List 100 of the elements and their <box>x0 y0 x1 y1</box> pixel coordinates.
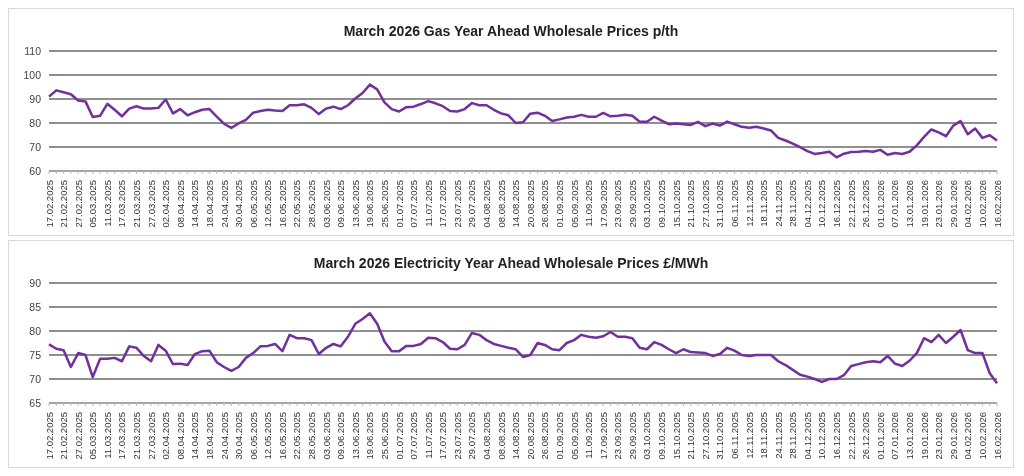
x-tick-label: 21.03.2025 <box>131 180 143 228</box>
x-tick-label: 27.03.2025 <box>145 412 157 460</box>
x-tick-label: 26.08.2025 <box>539 180 551 228</box>
x-tick-label: 15.10.2025 <box>670 180 682 228</box>
x-tick-label: 23.07.2025 <box>451 412 463 460</box>
x-tick-label: 01.01.2026 <box>874 412 886 460</box>
x-tick-label: 10.12.2025 <box>816 180 828 228</box>
x-tick-label: 29.09.2025 <box>626 180 638 228</box>
x-tick-label: 06.05.2025 <box>247 412 259 460</box>
y-tick-label: 80 <box>29 116 42 129</box>
x-tick-label: 08.08.2025 <box>495 412 507 460</box>
y-tick-label: 70 <box>29 140 42 153</box>
x-tick-label: 04.02.2026 <box>962 412 974 460</box>
x-tick-label: 07.07.2025 <box>408 412 420 460</box>
x-tick-label: 09.10.2025 <box>656 412 668 460</box>
x-tick-label: 18.04.2025 <box>203 412 215 460</box>
x-tick-label: 21.02.2025 <box>58 180 70 228</box>
x-tick-label: 13.06.2025 <box>349 180 361 228</box>
x-tick-label: 16.02.2026 <box>991 412 1003 460</box>
x-tick-label: 05.09.2025 <box>568 412 580 460</box>
x-tick-label: 17.09.2025 <box>597 412 609 460</box>
x-tick-label: 16.05.2025 <box>276 412 288 460</box>
x-tick-label: 10.02.2026 <box>976 412 988 460</box>
line-series <box>47 311 999 385</box>
y-tick-label: 65 <box>29 396 42 409</box>
x-tick-label: 29.01.2026 <box>947 180 959 228</box>
x-tick-label: 30.04.2025 <box>233 180 245 228</box>
x-tick-label: 28.11.2025 <box>787 412 799 459</box>
x-tick-label: 02.04.2025 <box>160 412 172 460</box>
x-tick-label: 29.07.2025 <box>466 412 478 460</box>
x-tick-label: 14.08.2025 <box>510 180 522 228</box>
x-tick-label: 18.11.2025 <box>758 412 770 459</box>
x-tick-label: 03.10.2025 <box>641 180 653 228</box>
x-tick-label: 16.12.2025 <box>831 180 843 228</box>
x-tick-label: 17.03.2025 <box>116 412 128 460</box>
x-tick-label: 11.07.2025 <box>422 180 434 227</box>
x-tick-label: 12.05.2025 <box>262 180 274 228</box>
x-tick-label: 24.04.2025 <box>218 180 230 228</box>
x-tick-label: 29.09.2025 <box>626 412 638 460</box>
x-tick-label: 06.11.2025 <box>728 180 740 227</box>
x-tick-label: 23.09.2025 <box>612 412 624 460</box>
x-tick-label: 11.03.2025 <box>101 412 113 459</box>
x-tick-label: 10.02.2026 <box>976 180 988 228</box>
x-tick-label: 04.12.2025 <box>801 180 813 228</box>
x-tick-label: 27.10.2025 <box>699 412 711 460</box>
x-tick-label: 01.01.2026 <box>874 180 886 228</box>
x-tick-label: 17.07.2025 <box>437 180 449 228</box>
y-tick-label: 60 <box>29 164 42 177</box>
y-tick-label: 70 <box>29 372 42 385</box>
y-tick-label: 110 <box>24 44 42 57</box>
x-tick-label: 08.04.2025 <box>174 180 186 228</box>
x-tick-label: 17.02.2025 <box>43 412 55 460</box>
chart-title: March 2026 Gas Year Ahead Wholesale Prices p/th <box>342 22 680 41</box>
x-tick-label: 20.08.2025 <box>524 180 536 228</box>
x-tick-label: 02.04.2025 <box>160 180 172 228</box>
x-tick-label: 04.12.2025 <box>801 412 813 460</box>
x-tick-label: 08.04.2025 <box>174 412 186 460</box>
x-tick-label: 11.03.2025 <box>101 180 113 227</box>
x-tick-label: 24.11.2025 <box>772 412 784 459</box>
x-tick-label: 28.05.2025 <box>306 180 318 228</box>
x-tick-label: 09.10.2025 <box>656 180 668 228</box>
x-tick-label: 25.06.2025 <box>378 180 390 228</box>
x-tick-label: 14.04.2025 <box>189 180 201 228</box>
x-tick-label: 21.02.2025 <box>58 412 70 460</box>
x-tick-label: 19.01.2026 <box>918 180 930 228</box>
x-tick-label: 14.04.2025 <box>189 412 201 460</box>
x-tick-label: 13.01.2026 <box>903 180 915 228</box>
x-tick-label: 23.07.2025 <box>451 180 463 228</box>
x-tick-label: 24.04.2025 <box>218 412 230 460</box>
x-tick-label: 22.05.2025 <box>291 180 303 228</box>
x-tick-label: 22.05.2025 <box>291 412 303 460</box>
x-tick-label: 12.05.2025 <box>262 412 274 460</box>
x-tick-label: 26.12.2025 <box>860 180 872 228</box>
x-tick-label: 19.06.2025 <box>364 412 376 460</box>
y-tick-label: 90 <box>29 92 42 105</box>
x-tick-label: 17.07.2025 <box>437 412 449 460</box>
x-tick-label: 20.08.2025 <box>524 412 536 460</box>
y-tick-label: 75 <box>29 348 42 361</box>
x-tick-label: 19.01.2026 <box>918 412 930 460</box>
x-tick-label: 06.11.2025 <box>728 412 740 459</box>
x-tick-label: 21.10.2025 <box>685 180 697 228</box>
y-tick-label: 90 <box>29 276 42 289</box>
y-tick-label: 80 <box>29 324 42 337</box>
x-tick-label: 10.12.2025 <box>816 412 828 460</box>
x-tick-label: 27.03.2025 <box>145 180 157 228</box>
x-tick-label: 17.09.2025 <box>597 180 609 228</box>
x-tick-label: 17.02.2025 <box>43 180 55 228</box>
x-tick-label: 11.09.2025 <box>583 412 595 459</box>
x-tick-label: 07.07.2025 <box>408 180 420 228</box>
x-tick-label: 04.08.2025 <box>481 180 493 228</box>
x-tick-label: 27.02.2025 <box>72 412 84 460</box>
x-tick-label: 04.02.2026 <box>962 180 974 228</box>
x-tick-label: 16.12.2025 <box>831 412 843 460</box>
x-tick-label: 03.06.2025 <box>320 412 332 460</box>
x-tick-label: 29.07.2025 <box>466 180 478 228</box>
x-tick-label: 26.12.2025 <box>860 412 872 460</box>
x-tick-label: 16.02.2026 <box>991 180 1003 228</box>
x-tick-label: 05.03.2025 <box>87 180 99 228</box>
x-tick-label: 23.09.2025 <box>612 180 624 228</box>
x-tick-label: 01.07.2025 <box>393 180 405 228</box>
